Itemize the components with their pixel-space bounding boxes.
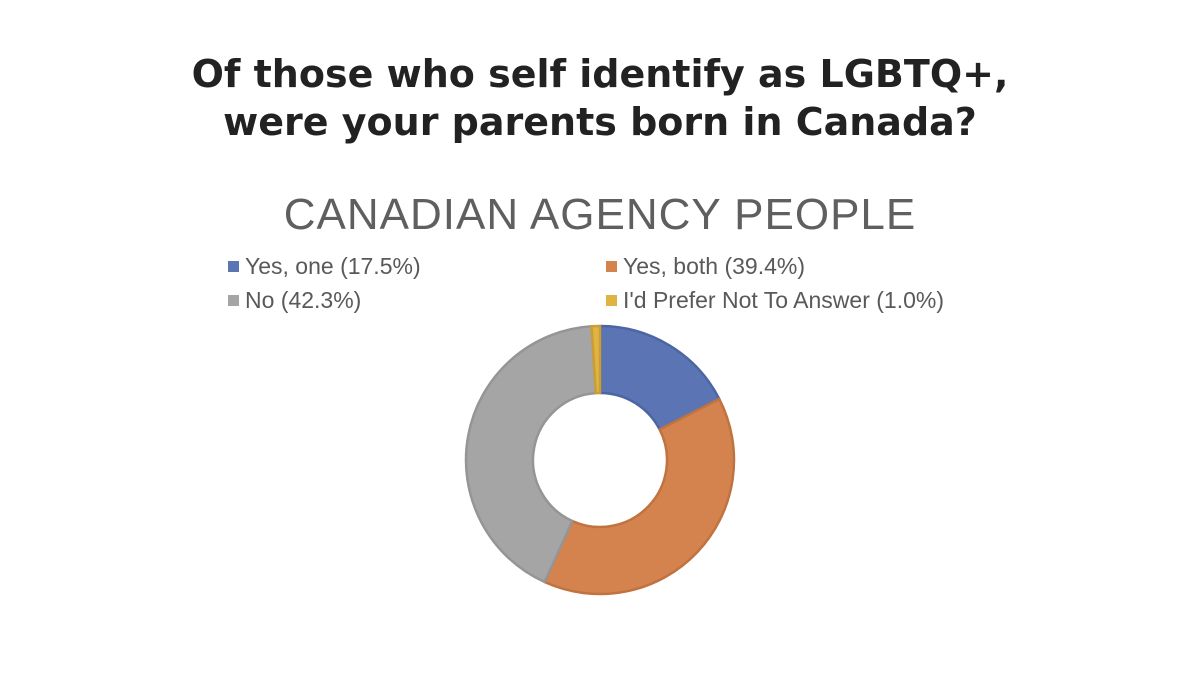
chart-legend: Yes, one (17.5%) Yes, both (39.4%) No (4… (228, 252, 1028, 314)
legend-swatch-yes-both (606, 260, 617, 272)
donut-slice-prefer-not (590, 324, 602, 395)
legend-label-no: No (42.3%) (245, 286, 362, 313)
chart-title: CANADIAN AGENCY PEOPLE (283, 190, 917, 239)
headline: Of those who self identify as LGBTQ+, we… (0, 50, 1200, 146)
legend-item-yes-both: Yes, both (39.4%) (606, 252, 1026, 280)
legend-label-prefer-not: I'd Prefer Not To Answer (1.0%) (623, 286, 944, 313)
donut-slice-yes-one (598, 324, 721, 431)
donut-slice-no (464, 325, 598, 584)
legend-swatch-yes-one (228, 260, 239, 272)
donut-slice-yes-both (543, 397, 736, 596)
legend-swatch-no (228, 294, 239, 306)
legend-swatch-prefer-not (606, 294, 617, 306)
legend-label-yes-one: Yes, one (17.5%) (245, 252, 421, 279)
headline-line-1: Of those who self identify as LGBTQ+, (191, 52, 1009, 96)
headline-line-2: were your parents born in Canada? (223, 100, 977, 144)
legend-item-prefer-not: I'd Prefer Not To Answer (1.0%) (606, 286, 1026, 314)
legend-label-yes-both: Yes, both (39.4%) (623, 252, 805, 279)
legend-item-yes-one: Yes, one (17.5%) (228, 252, 606, 280)
legend-item-no: No (42.3%) (228, 286, 606, 314)
